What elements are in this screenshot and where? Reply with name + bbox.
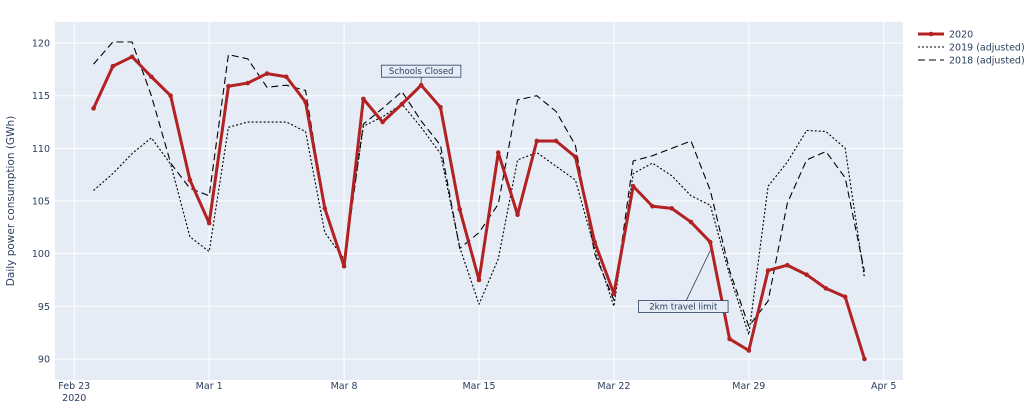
y-tick-label: 105 — [32, 197, 50, 208]
y-tick-label: 120 — [32, 39, 50, 50]
series-point — [650, 203, 655, 209]
x-tick-label: Mar 1 — [196, 381, 223, 392]
series-point — [264, 71, 270, 76]
gridlines — [55, 22, 903, 380]
series-point — [438, 104, 443, 110]
series-point — [495, 150, 501, 155]
series-point — [842, 294, 848, 300]
legend-label: 2018 (adjusted) — [949, 55, 1024, 66]
y-axis: 90 95 100 105 110 115 120 — [32, 39, 50, 366]
series-point — [707, 239, 713, 245]
series-point — [149, 74, 154, 80]
series-point — [823, 286, 829, 291]
series-point — [322, 206, 328, 211]
series-point — [630, 183, 636, 189]
series-point — [688, 219, 694, 225]
x-tick-label: Apr 5 — [871, 381, 897, 392]
series-point — [592, 239, 597, 245]
legend-marker — [928, 31, 934, 37]
series-point — [380, 119, 385, 125]
annotation-box — [638, 300, 729, 313]
series-point — [418, 82, 424, 88]
series-point — [399, 101, 405, 107]
series-point — [187, 177, 193, 183]
annotation-label: 2km travel limit — [649, 303, 718, 313]
series-line-2 — [93, 41, 865, 327]
series-point — [727, 336, 732, 342]
legend-label: 2020 — [949, 29, 973, 40]
series-point — [669, 206, 675, 211]
y-tick-label: 90 — [38, 354, 50, 365]
y-tick-label: 95 — [38, 302, 50, 313]
series-point — [303, 99, 308, 105]
legend-item[interactable]: 2019 (adjusted) — [918, 42, 1024, 53]
x-tick-label: Feb 23 — [58, 381, 90, 392]
series-point — [206, 220, 212, 226]
series-point — [573, 154, 578, 160]
series-point — [611, 291, 617, 296]
series-point — [862, 356, 867, 362]
series-point — [245, 80, 251, 86]
y-axis-title: Daily power consumption (GWh) — [5, 116, 17, 286]
annotation-box — [381, 64, 462, 78]
series-point — [476, 277, 482, 283]
legend-label: 2019 (adjusted) — [949, 42, 1024, 53]
series-point — [341, 263, 347, 269]
y-tick-label: 100 — [32, 249, 50, 260]
series-point — [765, 268, 771, 273]
legend-item[interactable]: 2018 (adjusted) — [918, 55, 1024, 66]
series-point — [515, 212, 520, 217]
series-point — [361, 96, 366, 102]
series-point — [746, 348, 752, 353]
x-tick-label: Mar 29 — [732, 381, 765, 392]
legend[interactable]: 2020 2019 (adjusted) 2018 (adjusted) — [918, 29, 1024, 66]
series-point — [457, 207, 463, 212]
x-tick-label: Mar 8 — [331, 381, 358, 392]
series-point — [129, 54, 135, 60]
series-point — [553, 138, 559, 144]
series-point — [785, 262, 790, 268]
series-point — [804, 272, 809, 278]
series-point — [168, 93, 173, 99]
annotations-layer: Schools Closed 2km travel limit — [381, 64, 729, 313]
y-tick-label: 115 — [32, 91, 50, 102]
series-point — [534, 138, 540, 144]
series-line-1 — [93, 103, 865, 336]
series-point — [226, 83, 231, 89]
x-tick-label: Mar 15 — [462, 381, 495, 392]
annotation-arrow — [682, 250, 711, 307]
annotation-label: Schools Closed — [389, 67, 454, 77]
y-tick-label: 110 — [32, 144, 50, 155]
series-point — [110, 63, 116, 69]
series-point — [283, 74, 289, 80]
series-point — [91, 106, 96, 111]
series-layer — [91, 41, 867, 362]
x-tick-label: Mar 22 — [597, 381, 630, 392]
x-tick-sublabel: 2020 — [62, 393, 86, 404]
legend-item[interactable]: 2020 — [918, 29, 973, 40]
